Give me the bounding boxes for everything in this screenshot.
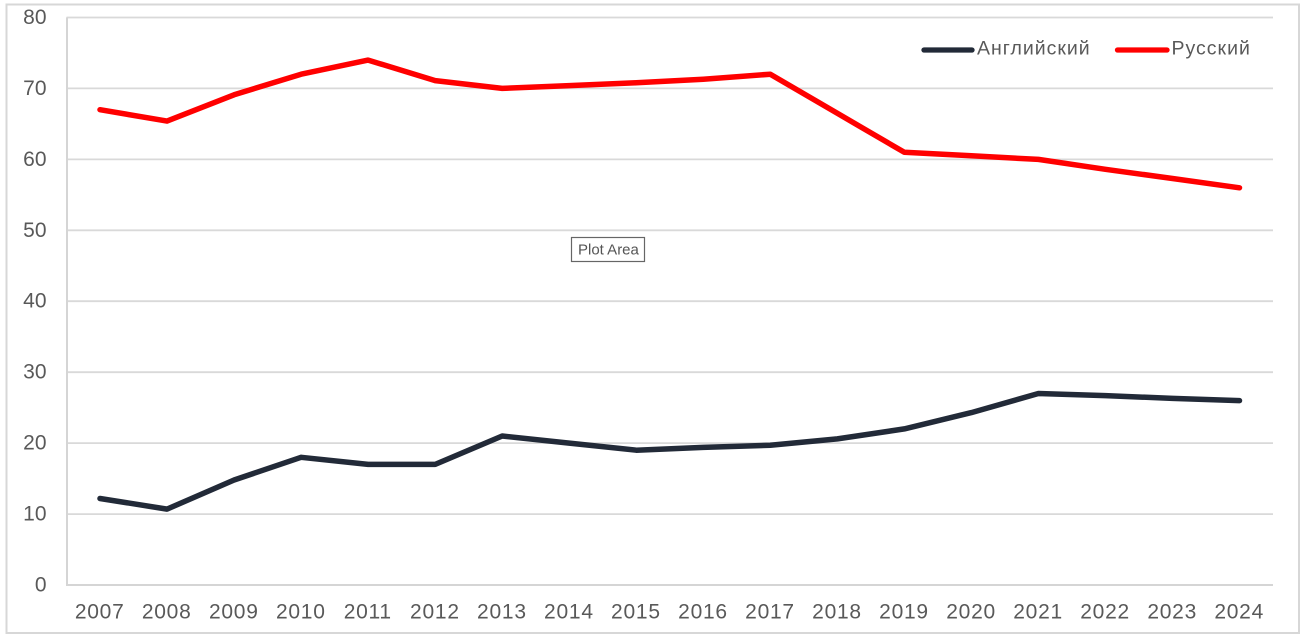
svg-text:Plot Area: Plot Area — [578, 242, 640, 259]
svg-text:2009: 2009 — [209, 601, 259, 624]
svg-text:2008: 2008 — [142, 601, 192, 624]
svg-text:Английский: Английский — [977, 38, 1091, 60]
svg-text:80: 80 — [23, 6, 46, 29]
svg-text:2016: 2016 — [678, 601, 728, 624]
svg-text:10: 10 — [23, 503, 46, 526]
svg-text:2018: 2018 — [812, 601, 862, 624]
svg-text:2024: 2024 — [1214, 601, 1264, 624]
svg-text:70: 70 — [23, 77, 46, 100]
svg-text:2011: 2011 — [344, 601, 392, 624]
svg-text:2020: 2020 — [946, 601, 996, 624]
svg-text:30: 30 — [23, 361, 46, 384]
svg-text:60: 60 — [23, 148, 46, 171]
svg-text:2015: 2015 — [611, 601, 661, 624]
svg-text:2010: 2010 — [276, 601, 326, 624]
svg-text:40: 40 — [23, 290, 46, 313]
svg-text:2023: 2023 — [1147, 601, 1197, 624]
svg-text:0: 0 — [35, 574, 47, 597]
svg-text:Русский: Русский — [1172, 38, 1251, 60]
svg-text:20: 20 — [23, 432, 46, 455]
svg-text:2013: 2013 — [477, 601, 527, 624]
svg-text:2017: 2017 — [745, 601, 795, 624]
svg-text:2019: 2019 — [879, 601, 929, 624]
svg-text:2014: 2014 — [544, 601, 594, 624]
svg-text:2022: 2022 — [1080, 601, 1130, 624]
svg-text:2012: 2012 — [410, 601, 460, 624]
svg-text:50: 50 — [23, 219, 46, 242]
svg-text:2007: 2007 — [75, 601, 125, 624]
svg-text:2021: 2021 — [1013, 601, 1063, 624]
